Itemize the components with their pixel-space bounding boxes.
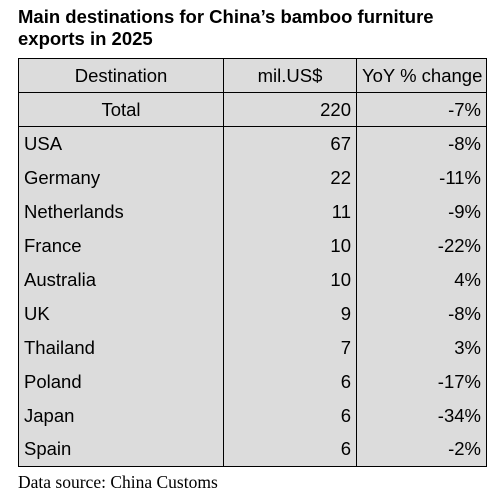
change-cell: -8% — [356, 126, 487, 161]
title-line-1: Main destinations for China’s bamboo fur… — [18, 6, 434, 27]
title-line-2: exports in 2025 — [18, 28, 153, 49]
value-cell: 7 — [223, 330, 357, 365]
destination-cell: Japan — [18, 398, 224, 433]
destination-cell: Spain — [18, 432, 224, 467]
exports-table: Destination mil.US$ YoY % change Total 2… — [18, 58, 487, 467]
destination-rows: USA 67 -8% Germany 22 -11% Netherlands 11 -9% Fra… — [18, 126, 487, 467]
value-cell: 6 — [223, 398, 357, 433]
destination-cell: Australia — [18, 262, 224, 297]
total-label: Total — [18, 92, 224, 127]
change-cell: -17% — [356, 364, 487, 399]
table-row: Thailand 7 3% — [18, 330, 487, 365]
destination-cell: Netherlands — [18, 194, 224, 229]
value-cell: 67 — [223, 126, 357, 161]
change-cell: -8% — [356, 296, 487, 331]
value-cell: 22 — [223, 160, 357, 195]
header-change: YoY % change — [356, 58, 487, 93]
value-cell: 11 — [223, 194, 357, 229]
total-change: -7% — [356, 92, 487, 127]
destination-cell: UK — [18, 296, 224, 331]
table-row: Poland 6 -17% — [18, 364, 487, 399]
table-header-row: Destination mil.US$ YoY % change — [18, 58, 487, 93]
change-cell: -2% — [356, 432, 487, 467]
table-row: UK 9 -8% — [18, 296, 487, 331]
table-row: France 10 -22% — [18, 228, 487, 263]
change-cell: 3% — [356, 330, 487, 365]
header-value: mil.US$ — [223, 58, 357, 93]
change-cell: -9% — [356, 194, 487, 229]
value-cell: 9 — [223, 296, 357, 331]
page-title: Main destinations for China’s bamboo fur… — [18, 6, 488, 50]
destination-cell: Poland — [18, 364, 224, 399]
data-source-note: Data source: China Customs — [18, 472, 218, 492]
destination-cell: Thailand — [18, 330, 224, 365]
header-destination: Destination — [18, 58, 224, 93]
value-cell: 6 — [223, 364, 357, 399]
value-cell: 6 — [223, 432, 357, 467]
destination-cell: USA — [18, 126, 224, 161]
table-row: USA 67 -8% — [18, 126, 487, 161]
change-cell: 4% — [356, 262, 487, 297]
table-row: Japan 6 -34% — [18, 398, 487, 433]
value-cell: 10 — [223, 228, 357, 263]
table-row: Netherlands 11 -9% — [18, 194, 487, 229]
destination-cell: France — [18, 228, 224, 263]
table-row: Spain 6 -2% — [18, 432, 487, 467]
change-cell: -22% — [356, 228, 487, 263]
total-row: Total 220 -7% — [18, 92, 487, 127]
total-value: 220 — [223, 92, 357, 127]
value-cell: 10 — [223, 262, 357, 297]
table-row: Germany 22 -11% — [18, 160, 487, 195]
table-row: Australia 10 4% — [18, 262, 487, 297]
change-cell: -11% — [356, 160, 487, 195]
change-cell: -34% — [356, 398, 487, 433]
destination-cell: Germany — [18, 160, 224, 195]
